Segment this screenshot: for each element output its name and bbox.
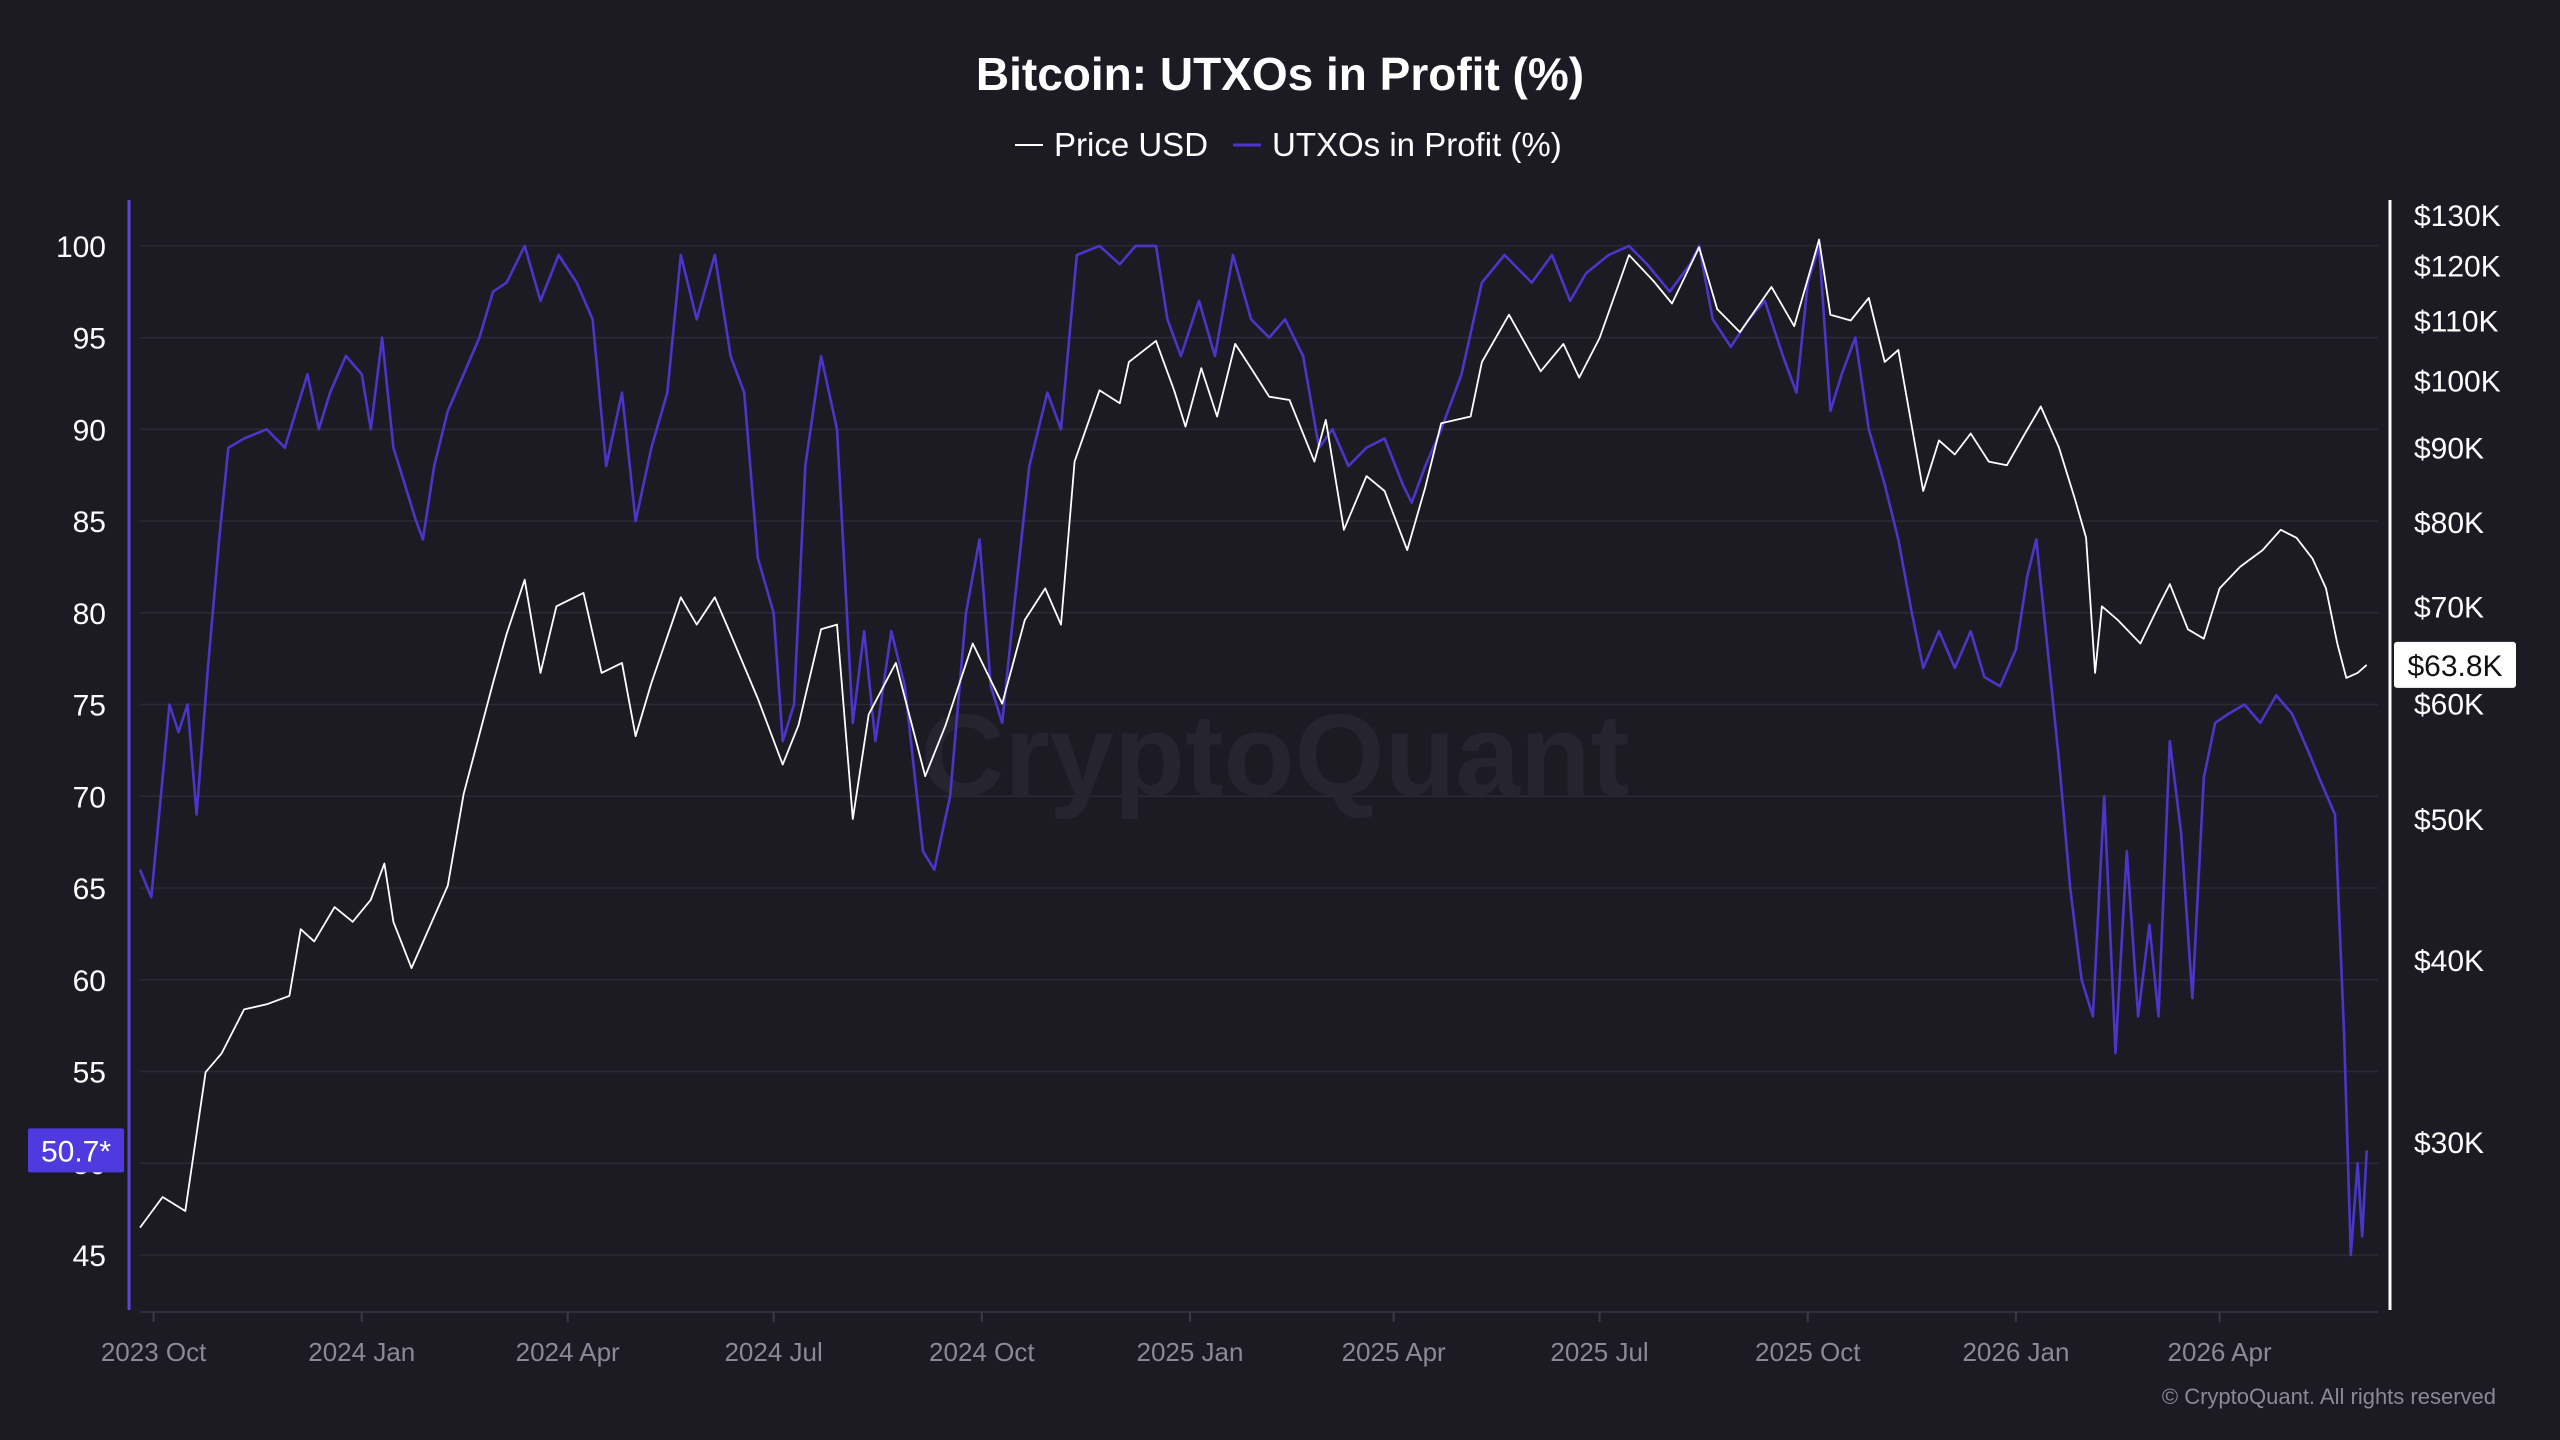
right-tick-label: $100K [2414, 366, 2501, 399]
left-tick-label: 70 [73, 781, 106, 814]
left-tick-label: 60 [73, 965, 106, 998]
x-tick-label: 2024 Jul [724, 1337, 822, 1367]
left-axis-ticks: 1009590858075706560555045 [56, 231, 106, 1273]
right-tick-label: $70K [2414, 591, 2484, 624]
legend: Price USD UTXOs in Profit (%) [1015, 126, 1562, 163]
left-tick-label: 90 [73, 414, 106, 447]
left-tick-label: 80 [73, 598, 106, 631]
x-tick-label: 2026 Jan [1962, 1337, 2069, 1367]
x-tick-label: 2025 Oct [1755, 1337, 1861, 1367]
x-tick-label: 2023 Oct [101, 1337, 207, 1367]
left-tick-label: 55 [73, 1056, 106, 1089]
utxo-badge-label: 50.7* [41, 1135, 111, 1168]
copyright-notice: © CryptoQuant. All rights reserved [2162, 1384, 2496, 1409]
left-tick-label: 95 [73, 323, 106, 356]
right-tick-label: $130K [2414, 200, 2501, 233]
left-tick-label: 45 [73, 1240, 106, 1273]
x-tick-label: 2024 Oct [929, 1337, 1035, 1367]
legend-label-price: Price USD [1054, 126, 1208, 163]
x-tick-label: 2025 Apr [1342, 1337, 1446, 1367]
right-tick-label: $110K [2414, 305, 2499, 338]
legend-item-price[interactable]: Price USD [1015, 126, 1208, 163]
x-tick-label: 2025 Jul [1550, 1337, 1648, 1367]
right-tick-label: $50K [2414, 804, 2484, 837]
plot-area [138, 238, 2368, 1257]
right-axis-ticks: $130K $120K $110K $100K $90K $80K $70K $60K $50K… [2414, 200, 2501, 1160]
series-line-price-usd [139, 238, 2368, 1229]
left-tick-label: 100 [56, 231, 106, 264]
x-tick-label: 2024 Jan [308, 1337, 415, 1367]
price-current-value-badge: $63.8K [2394, 641, 2516, 688]
left-tick-label: 75 [73, 690, 106, 723]
chart-title: Bitcoin: UTXOs in Profit (%) [976, 48, 1584, 100]
right-tick-label: $40K [2414, 945, 2484, 978]
right-tick-label: $60K [2414, 689, 2484, 722]
left-tick-label: 65 [73, 873, 106, 906]
utxo-current-value-badge: 50.7* [28, 1128, 124, 1173]
legend-label-utxo: UTXOs in Profit (%) [1272, 126, 1562, 163]
x-tick-label: 2026 Apr [2168, 1337, 2272, 1367]
price-badge-box [2394, 641, 2516, 688]
x-tick-label: 2024 Apr [516, 1337, 620, 1367]
left-tick-label: 85 [73, 506, 106, 539]
x-tick-label: 2025 Jan [1136, 1337, 1243, 1367]
legend-item-utxo[interactable]: UTXOs in Profit (%) [1233, 126, 1562, 163]
right-tick-label: $120K [2414, 250, 2501, 283]
watermark-text: CryptoQuant [921, 690, 1630, 820]
series-line-utxo-profit [138, 244, 2368, 1257]
right-tick-label: $30K [2414, 1127, 2484, 1160]
utxo-badge-box [28, 1128, 124, 1173]
x-axis-ticks: 2023 Oct 2024 Jan 2024 Apr 2024 Jul 2024 Oct… [101, 1312, 2272, 1367]
right-tick-label: $80K [2414, 507, 2484, 540]
right-tick-label: $90K [2414, 432, 2484, 465]
grid-lines [140, 245, 2378, 1256]
price-badge-label: $63.8K [2407, 650, 2502, 683]
